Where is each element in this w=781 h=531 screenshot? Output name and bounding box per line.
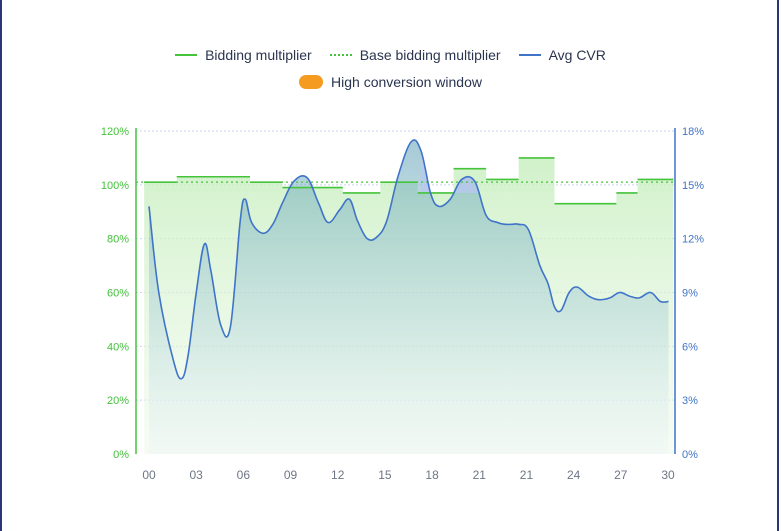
x-tick-label: 15	[378, 468, 392, 482]
y-left-tick-label: 0%	[113, 449, 129, 461]
cvr-series-line	[148, 139, 669, 380]
legend-row-1: Bidding multiplier Base bidding multipli…	[0, 47, 781, 63]
tick-labels: 0% 20% 40% 60% 80% 100% 120% 0% 3% 6% 9% 12% 15% 18% 0…	[101, 126, 704, 482]
y-left-tick-label: 80%	[107, 234, 129, 246]
x-tick-label: 18	[425, 468, 439, 482]
solid-line-swatch	[175, 54, 198, 56]
dotted-line-swatch	[329, 54, 352, 56]
legend-base-bidding-multiplier[interactable]: Base bidding multiplier	[329, 47, 501, 63]
x-tick-label: 27	[614, 468, 628, 482]
x-tick-label: 12	[331, 468, 345, 482]
y-left-tick-label: 20%	[107, 395, 129, 407]
x-tick-label: 09	[284, 468, 298, 482]
y-right-tick-label: 9%	[682, 288, 698, 300]
x-tick-label: 21	[473, 468, 487, 482]
x-tick-label: 00	[142, 468, 156, 482]
x-tick-label: 06	[237, 468, 251, 482]
legend-high-conversion-window[interactable]: High conversion window	[299, 74, 482, 90]
orange-pill-swatch	[299, 75, 324, 89]
legend-avg-cvr[interactable]: Avg CVR	[518, 47, 606, 63]
y-left-tick-label: 120%	[101, 126, 129, 138]
y-right-tick-label: 12%	[682, 234, 704, 246]
legend-label-window: High conversion window	[331, 74, 482, 90]
y-left-tick-label: 40%	[107, 341, 129, 353]
cvr-area-fill	[149, 139, 669, 454]
x-tick-label: 21	[520, 468, 534, 482]
y-right-tick-label: 18%	[682, 126, 704, 138]
x-tick-label: 30	[661, 468, 675, 482]
x-tick-label: 24	[567, 468, 581, 482]
y-right-tick-label: 6%	[682, 341, 698, 353]
legend-label-bidding: Bidding multiplier	[205, 47, 312, 63]
y-right-tick-label: 15%	[682, 180, 704, 192]
legend-bidding-multiplier[interactable]: Bidding multiplier	[175, 47, 312, 63]
high-conversion-window-fill	[420, 150, 478, 193]
legend-label-base: Base bidding multiplier	[359, 47, 501, 63]
y-left-tick-label: 100%	[101, 180, 129, 192]
blue-line-swatch	[518, 54, 541, 56]
y-right-tick-label: 3%	[682, 395, 698, 407]
legend-row-2: High conversion window	[0, 74, 781, 90]
legend-label-cvr: Avg CVR	[548, 47, 606, 63]
x-tick-label: 03	[190, 468, 204, 482]
y-left-tick-label: 60%	[107, 288, 129, 300]
y-right-tick-label: 0%	[682, 449, 698, 461]
